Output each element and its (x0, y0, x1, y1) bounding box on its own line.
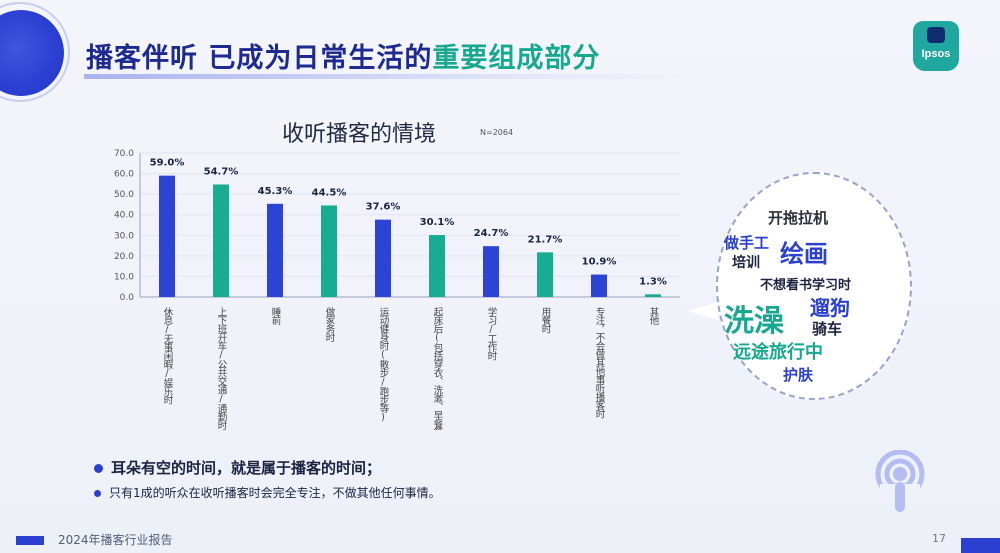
y-tick-label: 40.0 (114, 211, 134, 221)
category-label: 睡前 (270, 306, 282, 326)
footer-report-title: 2024年播客行业报告 (58, 533, 173, 547)
data-label: 45.3% (258, 186, 293, 197)
data-label: 59.0% (150, 158, 185, 169)
data-label: 1.3% (639, 276, 667, 287)
bullet-point-2: 只有1成的听众在收听播客时会完全专注，不做其他任何事情。 (94, 484, 441, 501)
y-tick-label: 0.0 (120, 293, 135, 303)
word-cloud-word: 远途旅行中 (733, 342, 823, 363)
category-label: 起床后(包括穿衣、洗漱、早餐等) (432, 307, 444, 430)
bullet-point-1: 耳朵有空的时间，就是属于播客的时间； (94, 457, 381, 478)
y-tick-label: 10.0 (114, 272, 134, 282)
word-cloud-word: 绘画 (780, 240, 828, 268)
data-label: 37.6% (366, 202, 401, 213)
word-cloud-word: 培训 (732, 255, 760, 271)
data-label: 10.9% (582, 257, 617, 268)
bullet-text-1: 耳朵有空的时间，就是属于播客的时间； (111, 459, 382, 477)
bullet-dot-icon (94, 490, 101, 497)
bar (267, 203, 283, 297)
title-part1: 播客伴听 已成为日常生活的 (86, 43, 433, 74)
bar (483, 246, 499, 297)
bar-chart: 0.0 10.0 20.0 30.0 40.0 50.0 60.0 70.0 59.0% 休息/无… (114, 149, 680, 430)
y-tick-label: 50.0 (114, 190, 134, 200)
word-cloud-word: 遛狗 (810, 296, 850, 320)
logo-mark (927, 27, 945, 43)
bullet-text-2: 只有1成的听众在收听播客时会完全专注，不做其他任何事情。 (109, 486, 441, 500)
bullet-dot-icon (94, 464, 103, 473)
y-tick-label: 70.0 (114, 149, 134, 159)
ipsos-logo: Ipsos (913, 21, 959, 71)
category-label: 上下班开车/公共交通/通勤时/搭乘 (216, 307, 228, 430)
bar (537, 252, 553, 297)
word-cloud-word: 不想看书学习时 (760, 278, 852, 293)
data-label: 54.7% (204, 166, 239, 177)
y-tick-label: 60.0 (114, 170, 134, 180)
bar (645, 294, 661, 297)
footer-accent-left (16, 536, 44, 545)
podcast-icon (875, 450, 925, 512)
bar (159, 175, 175, 297)
page-number: 17 (932, 532, 946, 545)
category-label: 运动健身时(散步/跑步等) (378, 307, 390, 422)
word-cloud-word: 做手工 (724, 234, 770, 252)
logo-text: Ipsos (921, 48, 951, 60)
category-label: 休息/无事闲暇/娱乐时 (162, 306, 174, 404)
data-label: 24.7% (474, 228, 509, 239)
word-cloud-word: 洗澡 (724, 304, 784, 339)
bar (321, 205, 337, 297)
word-cloud-word: 护肤 (783, 366, 814, 384)
footer-accent-right (961, 538, 1000, 553)
category-label: 用餐时 (540, 307, 552, 333)
bar (429, 235, 445, 297)
bar (375, 219, 391, 297)
page-title: 播客伴听 已成为日常生活的重要组成部分 (86, 36, 600, 75)
chart-title: 收听播客的情境 (282, 122, 437, 147)
bubble-tail (688, 302, 718, 320)
title-underline (84, 74, 714, 79)
word-cloud-word: 骑车 (812, 320, 843, 338)
category-label: 其他 (648, 307, 660, 326)
category-label: 学习/工作时 (486, 306, 498, 360)
data-label: 21.7% (528, 234, 563, 245)
category-label: 专注，不会做其他事听播客时 (594, 306, 606, 418)
title-highlight: 重要组成部分 (432, 43, 601, 74)
y-tick-label: 20.0 (114, 252, 134, 262)
bar (213, 184, 229, 297)
data-label: 44.5% (312, 187, 347, 198)
y-tick-label: 30.0 (114, 231, 134, 241)
word-cloud-bubble (716, 172, 912, 400)
word-cloud-word: 开拖拉机 (768, 209, 829, 227)
category-label: 做家务时 (324, 306, 336, 342)
sample-size-note: N=2064 (480, 128, 514, 137)
data-label: 30.1% (420, 217, 455, 228)
bar (591, 274, 607, 297)
